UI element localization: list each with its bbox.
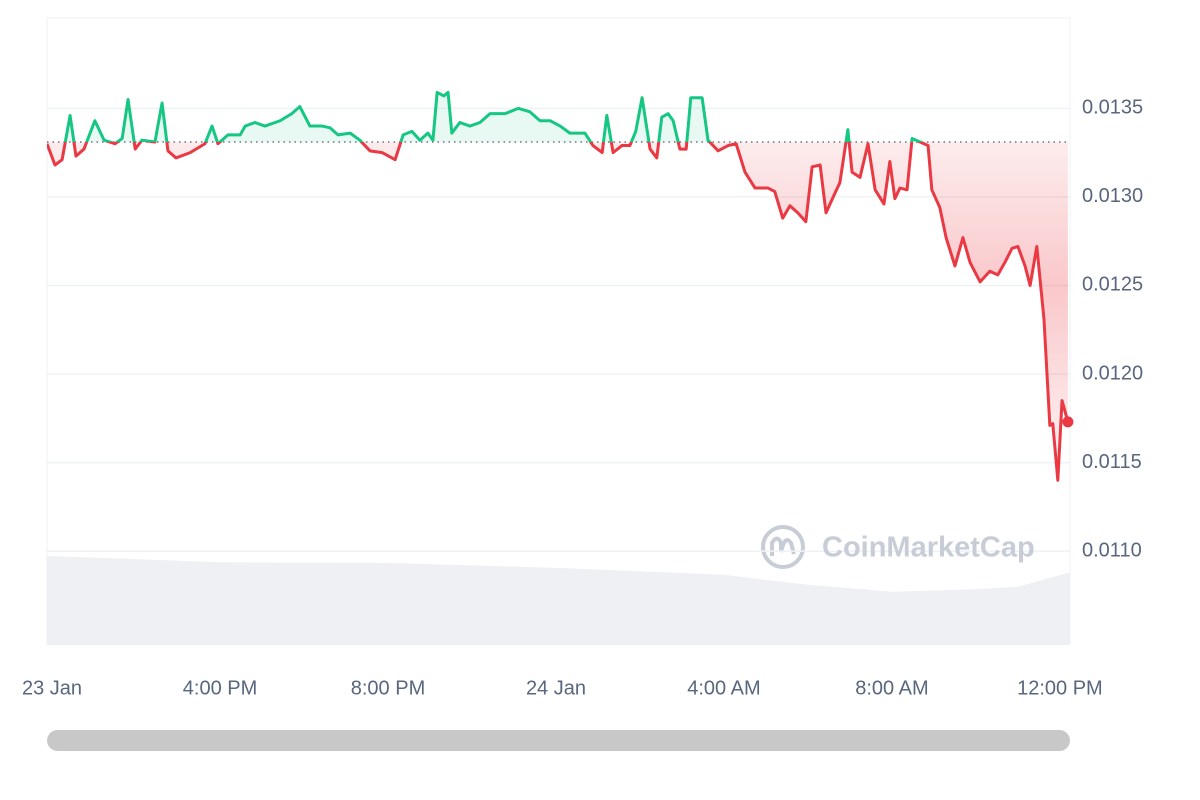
area-down bbox=[47, 141, 1068, 481]
y-tick-label: 0.0120 bbox=[1082, 362, 1143, 384]
scrollbar[interactable] bbox=[47, 730, 1070, 751]
x-tick-label: 4:00 PM bbox=[183, 677, 257, 699]
y-tick-label: 0.0125 bbox=[1082, 274, 1143, 296]
y-tick-label: 0.0130 bbox=[1082, 185, 1143, 207]
last-point bbox=[1062, 416, 1074, 428]
y-tick-label: 0.0135 bbox=[1082, 97, 1143, 119]
y-tick-label: 0.0115 bbox=[1082, 451, 1142, 473]
y-tick-label: 0.0110 bbox=[1082, 539, 1142, 561]
x-tick-label: 4:00 AM bbox=[687, 677, 760, 699]
watermark-logo bbox=[761, 525, 805, 569]
price-line-down bbox=[47, 141, 1070, 482]
watermark: CoinMarketCap bbox=[822, 532, 1035, 564]
volume-area bbox=[47, 555, 1070, 645]
x-tick-label: 8:00 PM bbox=[351, 677, 425, 699]
x-tick-label: 8:00 AM bbox=[855, 677, 928, 699]
x-tick-label: 23 Jan bbox=[22, 677, 82, 699]
area-up bbox=[47, 92, 1068, 142]
x-tick-label: 12:00 PM bbox=[1017, 677, 1103, 699]
x-tick-label: 24 Jan bbox=[526, 677, 586, 699]
price-line-up bbox=[63, 90, 924, 142]
